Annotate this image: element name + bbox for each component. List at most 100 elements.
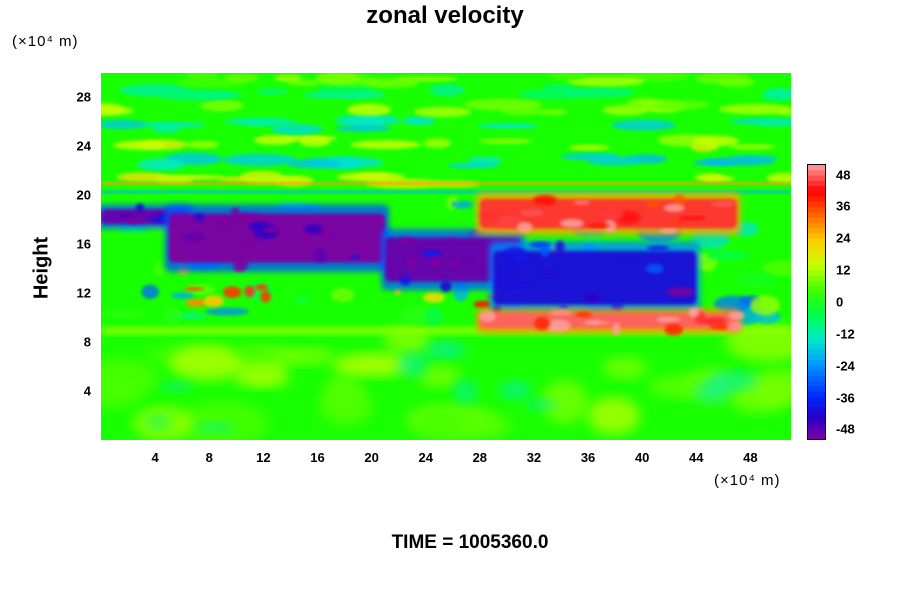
feature-texture [584,293,601,303]
field-patch [692,135,739,147]
field-patch [706,250,750,261]
field-patch [455,412,512,439]
field-patch [332,353,413,377]
x-tick-label: 36 [580,450,596,465]
field-patch [101,309,146,320]
colorbar-band [808,280,825,287]
field-patch [203,295,224,308]
field-patch [453,379,478,404]
feature-texture [478,212,499,218]
field-patch [567,76,645,87]
feature-texture [703,317,727,325]
field-patch [701,175,735,182]
colorbar-band [808,328,825,335]
field-patch [413,106,472,118]
field-patch [330,287,355,302]
field-patch [549,73,587,81]
x-tick-label: 48 [743,450,758,465]
y-axis-label: Height [30,236,53,300]
field-patch [315,73,362,85]
colorbar-band [808,212,825,219]
field-patch [137,158,185,171]
colorbar-band [808,165,825,171]
field-patch [602,356,647,380]
colorbar-band [808,196,825,203]
colorbar-tick-label: -24 [836,358,855,374]
feature-texture [519,209,544,217]
feature-texture [218,217,232,231]
field-patch [755,119,791,127]
colorbar-band [808,217,825,224]
field-patch [473,300,492,308]
feature-texture [479,311,496,322]
y-tick-label: 28 [76,89,91,105]
colorbar-band [808,296,825,303]
feature-texture [646,245,670,251]
field-patch [157,89,230,101]
feature-texture [406,257,417,268]
colorbar-band [808,433,825,440]
colorbar-band [808,175,825,182]
field-patch [236,343,283,361]
colorbar-band [808,249,825,256]
field-patch [200,99,244,112]
colorbar-band [808,233,825,240]
y-tick-label: 20 [76,187,91,203]
colorbar-band [808,201,825,208]
field-patch [355,172,393,181]
colorbar-tick-label: 48 [836,167,851,183]
time-label: TIME = 1005360.0 [391,532,549,553]
colorbar-band [808,344,825,351]
field-patch [415,408,469,438]
field-patch [361,77,420,88]
colorbar-tick-label: 36 [836,198,851,214]
field-patch [233,367,290,388]
colorbar-band [808,228,825,235]
x-tick-label: 40 [634,450,650,465]
field-patch [401,116,436,126]
field-patch [586,155,642,166]
field-patch [417,364,461,388]
field-patch [205,307,249,316]
field-patch [499,380,532,400]
colorbar-band [808,423,825,430]
feature-texture [710,201,735,207]
field-patch [256,88,288,95]
colorbar-band [808,323,825,329]
field-patch [346,103,391,116]
field-patch [260,290,271,303]
field-patch [153,261,166,277]
field-patch [194,421,235,434]
colorbar-band [808,265,825,271]
colorbar-band [808,286,825,293]
field-patch [538,108,568,116]
field-patch [347,115,385,128]
colorbar-band [808,375,825,382]
field-patch [244,285,255,298]
colorbar-band [808,312,825,319]
x-tick-label: 32 [526,450,542,465]
colorbar-band [808,222,825,229]
field-patch [706,371,759,392]
colorbar-band [808,270,825,277]
x-tick-label: 12 [256,450,271,465]
colorbar-tick-label: -12 [836,326,855,342]
colorbar-band [808,186,825,192]
field-patch [222,286,242,298]
field-patch [168,345,247,381]
colorbar-band [808,317,825,324]
feature-texture [533,195,557,205]
feature-texture [440,281,452,293]
feature-texture [242,241,253,249]
field-patch [293,294,311,305]
colorbar-band [808,254,825,261]
field-patch [185,140,220,149]
feature-texture [428,256,443,266]
feature-texture [558,304,569,309]
feature-texture [540,270,559,278]
field-patch [423,292,445,303]
field-patch [222,153,297,167]
colorbar-band [808,180,825,187]
colorbar-band [808,391,825,398]
colorbar-band [808,396,825,403]
